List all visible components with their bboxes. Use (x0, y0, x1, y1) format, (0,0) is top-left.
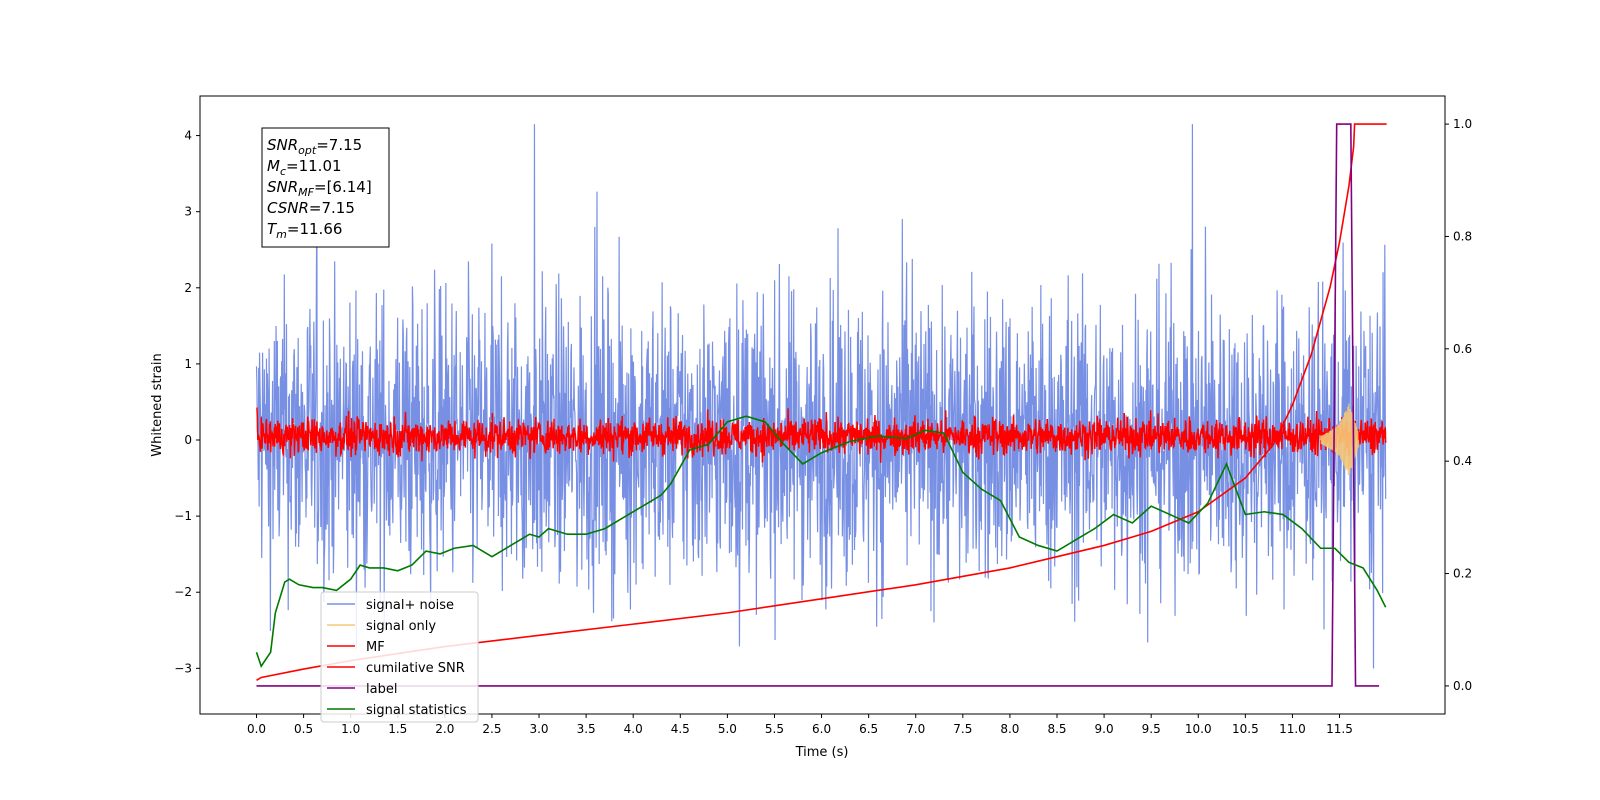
y-tick-label: 0 (184, 433, 192, 447)
x-axis: 0.0 0.5 1.0 1.5 2.0 2.5 3.0 3.5 4.0 4.5 5.0 5.5 6.0 6… (247, 714, 1353, 736)
x-tick-label: 1.0 (341, 722, 360, 736)
legend-frame (320, 591, 479, 723)
x-tick-label: 9.0 (1095, 722, 1114, 736)
x-tick-label: 11.5 (1326, 722, 1353, 736)
x-tick-label: 2.0 (435, 722, 454, 736)
x-tick-label: 0.5 (294, 722, 313, 736)
y-axis-right: 1.0 0.8 0.6 0.4 0.2 0.0 (1445, 117, 1472, 693)
x-tick-label: 7.0 (906, 722, 925, 736)
x-tick-label: 5.5 (765, 722, 784, 736)
y-tick-label: −3 (174, 661, 192, 675)
axes-frame (199, 95, 1446, 715)
legend-label: signal+ noise (366, 598, 454, 613)
x-tick-label: 6.5 (859, 722, 878, 736)
y-axis-left: 4 3 2 1 0 −1 −2 −3 (174, 129, 200, 675)
y-tick-label: 3 (184, 205, 192, 219)
x-tick-label: 8.5 (1047, 722, 1066, 736)
x-tick-label: 3.0 (529, 722, 548, 736)
x-tick-label: 4.5 (671, 722, 690, 736)
x-tick-label: 5.0 (718, 722, 737, 736)
annotation-line: Tm=11.66 (267, 220, 342, 241)
y-axis-label: Whitened strain (150, 353, 165, 456)
y-tick-label: 2 (184, 281, 192, 295)
series-label (256, 123, 1380, 687)
series-signal-statistics (255, 415, 1387, 669)
legend-label: signal statistics (366, 703, 467, 718)
legend-label: signal only (366, 619, 436, 634)
series-signal-noise (255, 124, 1387, 669)
annotation-frame (261, 127, 390, 248)
x-tick-label: 7.5 (953, 722, 972, 736)
x-tick-label: 6.0 (812, 722, 831, 736)
annotation-box: SNRopt=7.15Mc=11.01SNRMF=[6.14]CSNR=7.15… (261, 127, 390, 248)
y2-tick-label: 0.6 (1453, 342, 1472, 356)
legend-label: MF (366, 640, 385, 655)
y2-tick-label: 0.2 (1453, 567, 1472, 581)
x-tick-label: 9.5 (1142, 722, 1161, 736)
y2-tick-label: 0.8 (1453, 229, 1472, 243)
y-tick-label: −2 (174, 585, 192, 599)
y-tick-label: 4 (184, 129, 192, 143)
legend-label: cumilative SNR (366, 661, 465, 676)
annotation-line: CSNR=7.15 (267, 199, 355, 217)
y-tick-label: 1 (184, 357, 192, 371)
x-tick-label: 8.0 (1000, 722, 1019, 736)
legend-label: label (366, 682, 397, 697)
x-axis-label: Time (s) (795, 745, 849, 760)
annotation-line: SNRopt=7.15 (267, 136, 362, 157)
x-tick-label: 10.0 (1185, 722, 1212, 736)
series-signal-only (1320, 403, 1360, 476)
annotation-line: Mc=11.01 (267, 157, 342, 178)
x-tick-label: 2.5 (482, 722, 501, 736)
y-tick-label: −1 (174, 509, 192, 523)
x-tick-label: 4.0 (624, 722, 643, 736)
annotation-line: SNRMF=[6.14] (267, 178, 372, 199)
x-tick-label: 11.0 (1279, 722, 1306, 736)
y2-tick-label: 1.0 (1453, 117, 1472, 131)
x-tick-label: 10.5 (1232, 722, 1259, 736)
y2-tick-label: 0.0 (1453, 679, 1472, 693)
x-tick-label: 3.5 (577, 722, 596, 736)
series-mf (256, 407, 1387, 463)
x-tick-label: 0.0 (247, 722, 266, 736)
x-tick-label: 1.5 (388, 722, 407, 736)
y2-tick-label: 0.4 (1453, 454, 1472, 468)
legend: signal+ noise signal only MF cumilative SNR… (320, 591, 479, 723)
